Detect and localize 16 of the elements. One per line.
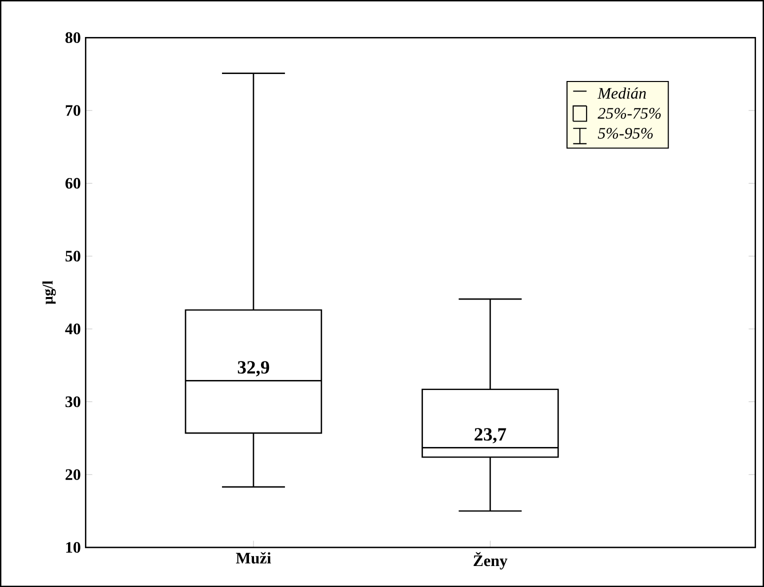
text: 23,7 <box>474 428 506 444</box>
x-tick-label: Ženy <box>474 552 508 570</box>
annotation: Medián <box>597 87 646 99</box>
text: 32,9 <box>238 361 270 376</box>
y-tick-label: 70 <box>66 105 80 116</box>
y-tick-label: 40 <box>65 324 80 334</box>
y-axis-title: µg/l <box>42 280 56 304</box>
y-tick-label: 80 <box>65 32 80 44</box>
annotation: 25%-75% <box>598 108 661 119</box>
y-tick-label: 60 <box>65 178 80 189</box>
y-tick-label: 50 <box>66 250 80 262</box>
annotation: 5%-95% <box>598 128 653 139</box>
x-tick-label: Muži <box>236 552 271 564</box>
y-tick-label: 30 <box>66 396 80 408</box>
y-tick-label: 10 <box>66 542 80 553</box>
y-tick-label: 20 <box>66 469 80 480</box>
